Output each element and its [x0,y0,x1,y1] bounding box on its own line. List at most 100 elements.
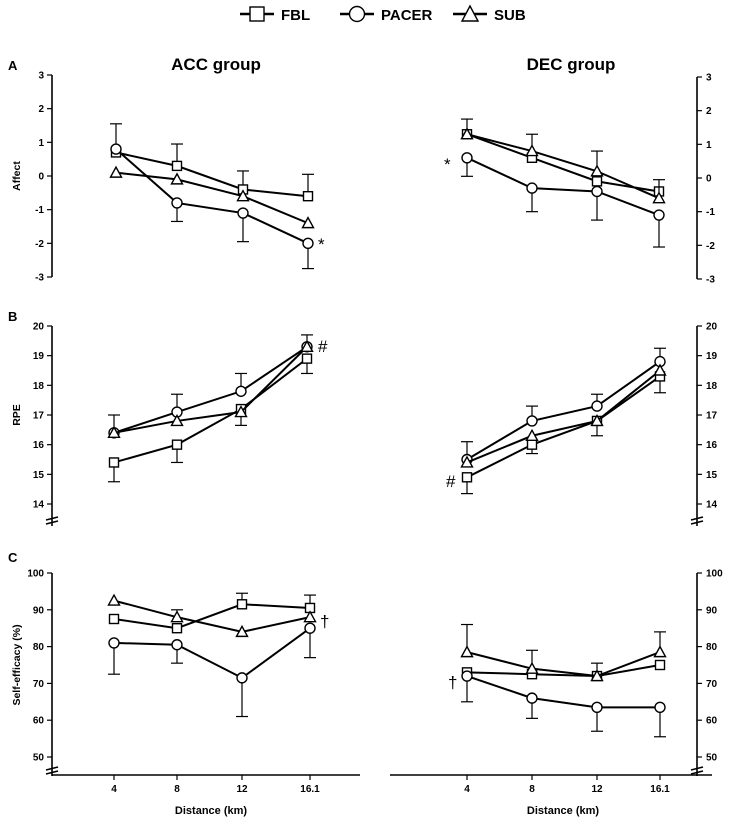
data-point-fbl [461,472,473,483]
legend-fbl-label: FBL [281,7,310,24]
series-line-pacer [113,345,308,434]
series-fbl [108,353,313,483]
data-point-fbl [171,160,183,172]
y-tick-label: 2 [38,104,44,115]
data-point-pacer [171,197,183,209]
chart-panel-a-dec: 3 2 1 0 -1 -2 -3 [460,73,715,286]
legend: FBL PACER SUB [240,4,526,24]
y-tick-label: -2 [706,241,715,252]
y-tick-label: -1 [35,205,44,216]
data-point-pacer [108,637,120,649]
data-point-sub [234,405,248,418]
chart-panel-c-dec: 100 90 80 70 60 50 4 8 12 16.1 [390,569,723,795]
y-tick-label: 14 [706,500,718,511]
panel-label-a: A [8,58,18,73]
significance-annotation: † [448,673,457,692]
series-line-fbl [466,375,661,479]
data-point-sub [300,339,314,352]
data-point-fbl [302,190,314,202]
chart-panel-a-acc: 3 2 1 0 -1 -2 -3 Affect [11,71,315,284]
y-tick-label: 2 [706,106,712,117]
data-point-sub [109,165,123,178]
significance-annotation: # [446,472,456,491]
y-axis-title: Affect [11,161,23,191]
y-axis-break-mark [45,770,59,775]
x-tick-label: 4 [464,784,470,795]
y-tick-label: 19 [706,351,718,362]
series-pacer [461,152,665,248]
x-tick-label: 16.1 [300,784,320,795]
series-sub [109,165,315,229]
x-tick-label: 8 [529,784,535,795]
y-axis-break-mark [690,770,704,775]
data-point-fbl [236,599,248,610]
x-tick-label: 4 [111,784,117,795]
y-tick-label: 80 [706,642,718,653]
series-pacer [108,622,316,718]
series-pacer [461,670,666,738]
chart-panel-b-acc: 20 19 18 17 16 15 14 RPE [11,322,314,526]
data-point-sub [460,127,474,140]
y-tick-label: 3 [706,73,712,84]
series-sub [460,127,666,204]
legend-pacer-circle-marker [348,5,366,23]
significance-annotation: # [318,337,328,356]
data-point-fbl [654,659,666,671]
series-line-fbl [113,357,308,464]
y-tick-label: 18 [706,381,718,392]
series-line-pacer [466,360,661,461]
chart-panel-c-acc: 100 90 80 70 60 50 Self-efficacy (%) 4 8 12 16.1 [11,569,360,795]
data-point-sub [653,645,667,658]
y-tick-label: 50 [706,753,718,764]
series-line-pacer [115,148,309,245]
data-point-pacer [526,415,538,427]
y-axis-break-mark [45,520,59,525]
y-tick-label: 100 [27,569,44,580]
y-axis-break-mark [45,766,59,771]
series-line-sub [466,133,660,200]
y-tick-label: 17 [33,411,45,422]
panel-label-b: B [8,309,17,324]
data-point-pacer [110,143,122,155]
data-point-fbl [171,623,183,634]
x-tick-label: 8 [174,784,180,795]
data-point-sub [303,610,317,623]
data-point-pacer [461,152,473,164]
y-tick-label: 14 [33,500,45,511]
data-point-sub [107,593,121,606]
data-point-pacer [591,185,603,198]
series-fbl [461,659,666,682]
data-point-pacer [591,701,603,714]
y-tick-label: 90 [33,605,45,616]
series-line-sub [113,599,311,633]
y-tick-label: 16 [706,440,718,451]
data-point-pacer [591,400,603,412]
data-point-pacer [461,670,473,682]
data-point-sub [652,191,666,204]
y-tick-label: 20 [33,322,45,333]
data-point-sub [170,172,184,185]
series-fbl [108,592,316,634]
y-tick-label: 70 [33,679,45,690]
y-tick-label: 50 [33,753,45,764]
group-title-acc: ACC group [171,55,261,74]
series-line-sub [466,369,661,464]
data-point-sub [235,624,249,638]
data-point-sub [107,425,121,438]
data-point-pacer [654,701,666,714]
series-line-pacer [466,156,660,216]
series-sub [107,593,317,638]
y-tick-label: 80 [33,642,45,653]
series-sub [460,363,667,468]
data-point-fbl [171,439,183,450]
series-line-fbl [113,603,311,630]
chart-panel-b-dec: 20 19 18 17 16 15 14 [460,322,718,526]
significance-annotation: * [318,235,325,254]
data-point-sub [525,144,539,157]
y-axis-title: Self-efficacy (%) [11,624,23,705]
y-tick-label: 0 [38,172,44,183]
series-line-sub [115,171,309,225]
y-tick-label: 3 [38,71,44,82]
series-fbl [461,371,666,495]
